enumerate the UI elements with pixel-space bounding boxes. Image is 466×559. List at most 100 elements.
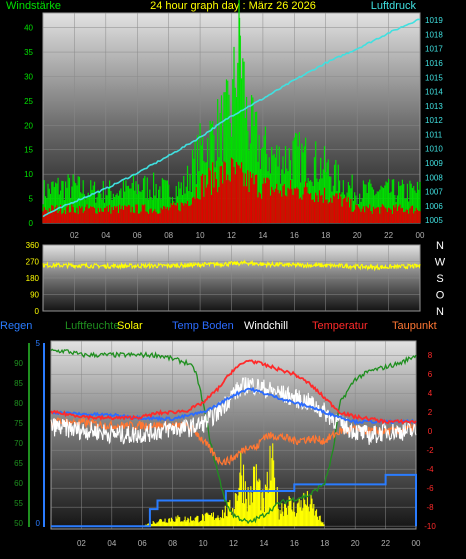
pressure-tick-label: 1005 xyxy=(425,216,443,225)
humidity-tick-label: 85 xyxy=(14,379,23,388)
temperature-tick-label: 8 xyxy=(428,351,433,360)
pressure-tick-label: 1008 xyxy=(425,173,443,182)
pressure-line xyxy=(42,18,421,218)
time-tick-label: 04 xyxy=(107,539,116,548)
temperature-tick-label: 4 xyxy=(428,389,433,398)
wind-tick-label: 20 xyxy=(24,121,33,130)
time-tick-label: 16 xyxy=(290,231,299,240)
rain-tick-label: 0 xyxy=(36,519,41,528)
humidity-line xyxy=(50,348,417,525)
wind-tick-label: 0 xyxy=(29,219,34,228)
pressure-tick-label: 1018 xyxy=(425,30,443,39)
legend-taupunkt: Taupunkt xyxy=(392,320,437,332)
legend-windchill: Windchill xyxy=(244,320,288,332)
time-tick-label: 18 xyxy=(320,539,329,548)
direction-tick-label: 180 xyxy=(26,274,40,283)
time-tick-label: 06 xyxy=(138,539,147,548)
pressure-tick-label: 1009 xyxy=(425,159,443,168)
time-tick-label: 20 xyxy=(353,231,362,240)
wind-tick-label: 15 xyxy=(24,146,33,155)
humidity-tick-label: 90 xyxy=(14,359,23,368)
time-tick-label: 06 xyxy=(133,231,142,240)
pressure-tick-label: 1012 xyxy=(425,116,443,125)
wind-tick-label: 30 xyxy=(24,72,33,81)
wind-speed-axis: 0 5 10 15 20 25 30 35 40 xyxy=(24,24,33,228)
legend-luftfeuchte: Luftfeuchte xyxy=(65,320,119,332)
wind-tick-label: 10 xyxy=(24,170,33,179)
pressure-tick-label: 1010 xyxy=(425,145,443,154)
time-tick-label: 18 xyxy=(321,231,330,240)
right-axis-label: Luftdruck xyxy=(371,0,417,12)
time-tick-label: 08 xyxy=(168,539,177,548)
wind-pressure-series xyxy=(42,0,421,223)
pressure-tick-label: 1017 xyxy=(425,45,443,54)
time-tick-label: 14 xyxy=(258,231,267,240)
temperature-panel: Regen Luftfeuchte Solar Temp Boden Windc… xyxy=(0,320,437,548)
time-tick-label: 00 xyxy=(412,539,421,548)
temperature-line xyxy=(50,359,417,425)
time-tick-label: 22 xyxy=(381,539,390,548)
pressure-tick-label: 1019 xyxy=(425,16,443,25)
direction-tick-label: 0 xyxy=(35,307,40,316)
time-tick-label: 00 xyxy=(416,231,425,240)
direction-degree-axis: 0 90 180 270 360 xyxy=(26,241,40,316)
time-tick-label: 16 xyxy=(290,539,299,548)
wind-direction-line xyxy=(42,259,421,272)
pressure-tick-label: 1015 xyxy=(425,73,443,82)
time-tick-label: 10 xyxy=(196,231,205,240)
pressure-tick-label: 1006 xyxy=(425,202,443,211)
humidity-tick-label: 60 xyxy=(14,479,23,488)
legend-regen: Regen xyxy=(0,320,32,332)
humidity-tick-label: 65 xyxy=(14,459,23,468)
soil-temperature-line xyxy=(50,386,417,426)
rain-tick-label: 5 xyxy=(36,339,41,348)
time-tick-label: 02 xyxy=(70,231,79,240)
time-tick-label: 20 xyxy=(351,539,360,548)
time-tick-label: 14 xyxy=(259,539,268,548)
direction-tick-label: 270 xyxy=(26,258,40,267)
temperature-axis: -10 -8 -6 -4 -2 0 2 4 6 8 xyxy=(424,351,436,531)
pressure-tick-label: 1007 xyxy=(425,188,443,197)
wind-tick-label: 40 xyxy=(24,24,33,33)
pressure-tick-label: 1011 xyxy=(425,130,443,139)
temperature-tick-label: -2 xyxy=(426,446,434,455)
compass-label: W xyxy=(435,257,446,269)
wind-direction-grid xyxy=(43,244,421,312)
humidity-tick-label: 70 xyxy=(14,439,23,448)
temperature-tick-label: 2 xyxy=(428,408,433,417)
compass-label: S xyxy=(436,273,443,285)
windchill-line xyxy=(50,376,417,445)
temperature-tick-label: 6 xyxy=(428,370,433,379)
humidity-tick-label: 50 xyxy=(14,519,23,528)
time-axis-top: 02 04 06 08 10 12 14 16 18 20 22 00 xyxy=(70,231,425,240)
rain-line xyxy=(51,473,417,528)
wind-tick-label: 25 xyxy=(24,97,33,106)
time-tick-label: 02 xyxy=(77,539,86,548)
legend-temp-boden: Temp Boden xyxy=(172,320,234,332)
temperature-tick-label: -4 xyxy=(426,465,434,474)
time-tick-label: 10 xyxy=(199,539,208,548)
temperature-tick-label: -6 xyxy=(426,484,434,493)
rain-axis: 05 xyxy=(36,339,41,528)
temperature-tick-label: 0 xyxy=(428,427,433,436)
humidity-tick-label: 55 xyxy=(14,499,23,508)
time-axis-bottom: 02 04 06 08 10 12 14 16 18 20 22 00 xyxy=(77,539,421,548)
direction-tick-label: 90 xyxy=(30,291,39,300)
pressure-tick-label: 1016 xyxy=(425,59,443,68)
pressure-axis: 1005 1006 1007 1008 1009 1010 1011 1012 1013 1014… xyxy=(425,16,443,225)
wind-direction-series xyxy=(42,259,421,272)
direction-tick-label: 360 xyxy=(26,241,40,250)
pressure-tick-label: 1013 xyxy=(425,102,443,111)
graph-title: 24 hour graph day : März 26 2026 xyxy=(150,0,316,12)
left-axis-label: Windstärke xyxy=(6,0,61,12)
wind-tick-label: 5 xyxy=(29,195,34,204)
compass-label: N xyxy=(436,306,444,318)
compass-label: N xyxy=(436,240,444,252)
humidity-tick-label: 80 xyxy=(14,399,23,408)
wind-tick-label: 35 xyxy=(24,48,33,57)
compass-label: O xyxy=(436,290,445,302)
temperature-series xyxy=(50,348,417,528)
